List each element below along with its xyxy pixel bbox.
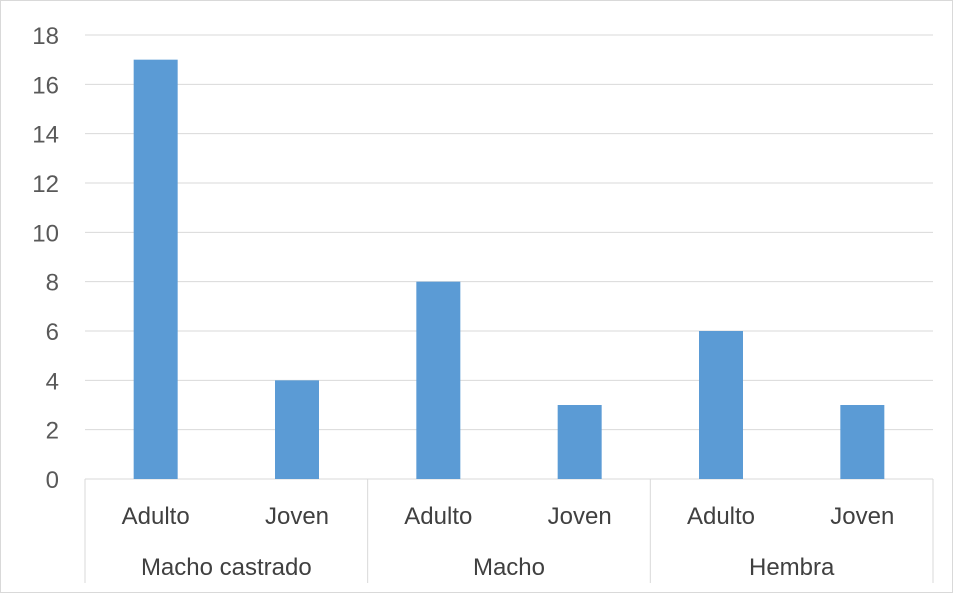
y-tick-label: 2 xyxy=(46,418,59,445)
bar-hembra-joven xyxy=(840,405,885,479)
x-group-label: Macho castrado xyxy=(141,554,312,581)
x-subcategory-label: Adulto xyxy=(687,503,755,530)
y-tick-label: 4 xyxy=(46,368,59,395)
bar-hembra-adulto xyxy=(699,331,743,479)
y-tick-label: 8 xyxy=(46,270,59,297)
y-tick-label: 16 xyxy=(32,72,59,99)
bar-macho-castrado-joven xyxy=(275,380,319,479)
x-subcategory-label: Joven xyxy=(830,503,894,530)
y-tick-label: 18 xyxy=(32,23,59,50)
y-tick-label: 10 xyxy=(32,220,59,247)
bar-macho-adulto xyxy=(416,281,461,479)
x-subcategory-label: Joven xyxy=(265,503,329,530)
y-tick-label: 14 xyxy=(32,122,59,149)
x-subcategory-label: Adulto xyxy=(122,503,190,530)
x-group-label: Macho xyxy=(473,554,545,581)
y-tick-label: 12 xyxy=(32,171,59,198)
x-group-label: Hembra xyxy=(749,554,835,581)
y-tick-label: 0 xyxy=(46,467,59,494)
x-subcategory-label: Joven xyxy=(548,503,612,530)
x-subcategory-label: Adulto xyxy=(404,503,472,530)
y-tick-label: 6 xyxy=(46,319,59,346)
bar-macho-joven xyxy=(557,405,602,479)
bar-macho-castrado-adulto xyxy=(133,59,178,480)
